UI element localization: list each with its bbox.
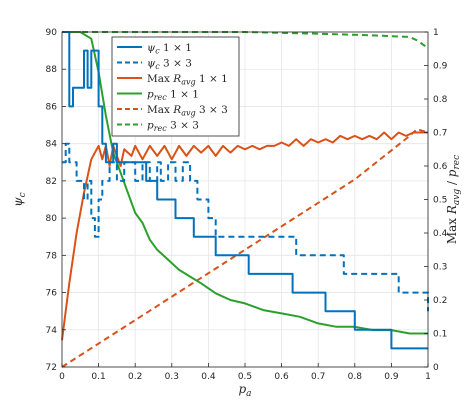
right-y-tick-label: 1 (433, 28, 439, 38)
right-y-tick-label: 0.9 (433, 62, 448, 72)
left-y-tick-label: 88 (46, 65, 58, 75)
series-line-4 (61, 128, 429, 368)
right-y-tick-label: 0.3 (433, 263, 447, 273)
right-y-tick-label: 0.8 (433, 95, 448, 105)
x-axis-label: pa (238, 382, 251, 399)
right-y-tick-label: 0.2 (433, 296, 447, 306)
series-line-0 (62, 31, 428, 350)
legend-label-3: prec 1 × 1 (147, 89, 199, 103)
x-tick-label: 0.9 (384, 372, 399, 382)
x-tick-label: 0.7 (311, 372, 325, 382)
series-line-3 (62, 31, 428, 335)
x-tick-label: 0.8 (348, 372, 363, 382)
left-y-tick-label: 78 (46, 251, 58, 261)
x-tick-label: 0 (59, 372, 65, 382)
x-tick-label: 0.2 (128, 372, 142, 382)
right-y-tick-label: 0.5 (433, 196, 447, 206)
legend-label-5: prec 3 × 3 (147, 120, 199, 134)
left-y-tick-label: 80 (46, 214, 58, 224)
left-y-tick-label: 74 (46, 326, 58, 336)
x-tick-label: 1 (425, 372, 431, 382)
right-y-tick-label: 0.1 (433, 330, 447, 340)
x-tick-label: 0.4 (201, 372, 216, 382)
legend-label-4: Max Ravg 3 × 3 (147, 104, 228, 118)
left-y-tick-label: 76 (46, 289, 58, 299)
right-y-tick-label: 0 (433, 363, 439, 373)
x-tick-label: 0.3 (165, 372, 179, 382)
left-y-tick-label: 90 (46, 28, 58, 38)
left-y-tick-label: 84 (46, 140, 58, 150)
legend-label-0: ψc 1 × 1 (147, 42, 192, 56)
x-tick-label: 0.5 (238, 372, 252, 382)
legend-label-2: Max Ravg 1 × 1 (147, 73, 228, 87)
left-y-tick-label: 72 (46, 363, 57, 373)
tick-labels: 0 0.1 0.2 0.3 0.4 0.5 0.6 0.7 0.8 0.9 1 72 74 76 78 80 8… (46, 28, 448, 382)
right-y-tick-label: 0.4 (433, 229, 448, 239)
legend-label-1: ψc 3 × 3 (147, 58, 192, 72)
x-tick-label: 0.1 (91, 372, 105, 382)
right-y-axis-label: Max Ravg / prec (445, 155, 462, 244)
left-y-axis-label: ψc (11, 192, 28, 206)
x-tick-label: 0.6 (274, 372, 289, 382)
left-y-tick-label: 86 (46, 102, 58, 112)
legend-box (111, 36, 240, 137)
right-y-tick-label: 0.7 (433, 129, 447, 139)
left-y-tick-label: 82 (46, 177, 57, 187)
right-y-tick-label: 0.6 (433, 162, 448, 172)
